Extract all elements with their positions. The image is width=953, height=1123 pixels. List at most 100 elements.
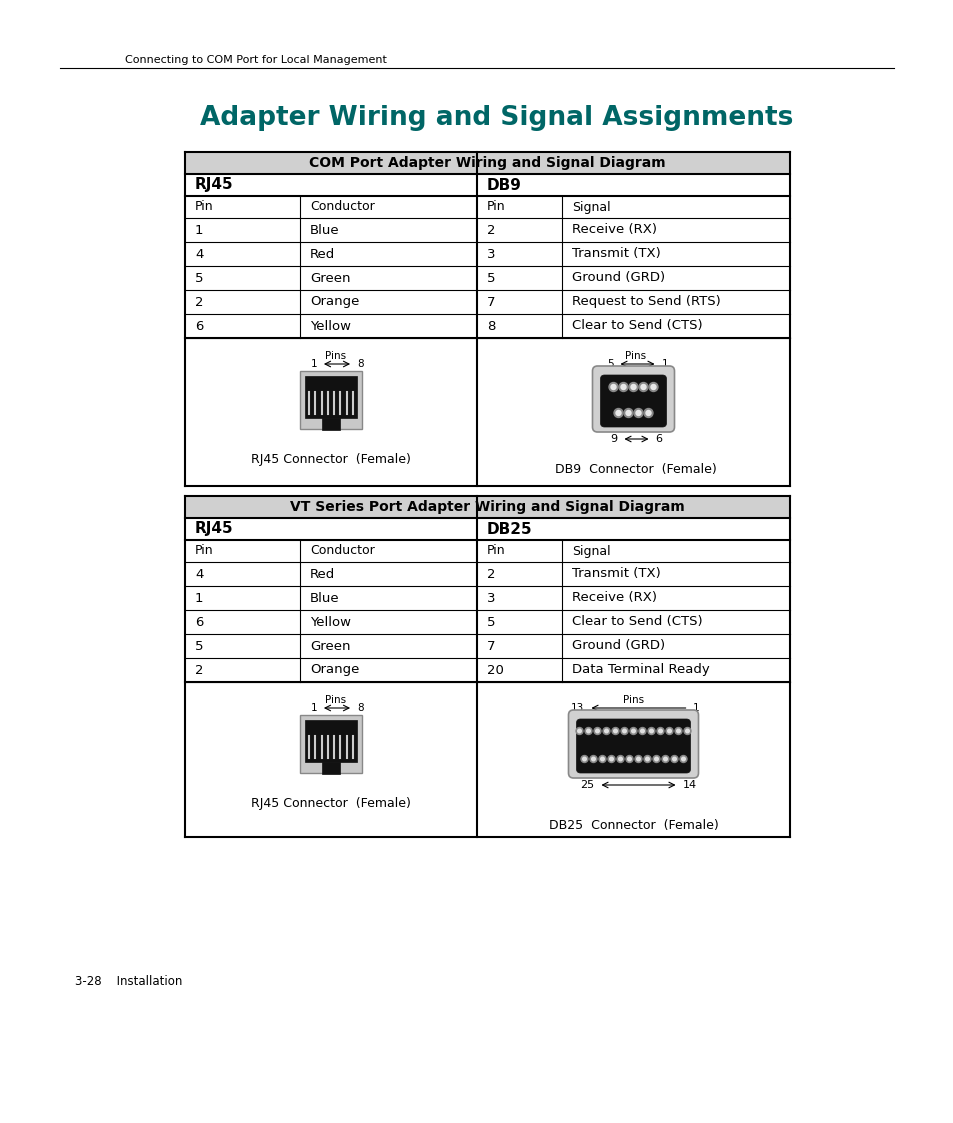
Text: Pin: Pin: [194, 201, 213, 213]
Circle shape: [645, 411, 650, 416]
Circle shape: [685, 729, 689, 733]
Text: VT Series Port Adapter Wiring and Signal Diagram: VT Series Port Adapter Wiring and Signal…: [290, 500, 684, 514]
Text: 6: 6: [655, 433, 661, 444]
Circle shape: [610, 384, 616, 390]
Text: 2: 2: [486, 223, 495, 237]
Circle shape: [627, 757, 631, 760]
Text: 8: 8: [486, 320, 495, 332]
Bar: [322, 418, 339, 430]
Circle shape: [580, 756, 587, 763]
Circle shape: [595, 729, 598, 733]
Circle shape: [681, 757, 684, 760]
Text: 4: 4: [194, 247, 203, 261]
Text: Green: Green: [310, 272, 350, 284]
Circle shape: [622, 729, 625, 733]
Text: Clear to Send (CTS): Clear to Send (CTS): [572, 615, 702, 629]
Circle shape: [578, 729, 580, 733]
FancyBboxPatch shape: [568, 710, 698, 778]
Text: RJ45 Connector  (Female): RJ45 Connector (Female): [251, 797, 411, 810]
Bar: [322, 763, 339, 774]
Circle shape: [629, 728, 637, 734]
Circle shape: [616, 411, 620, 416]
Text: 4: 4: [194, 567, 203, 581]
Text: 13: 13: [571, 703, 584, 713]
Text: Request to Send (RTS): Request to Send (RTS): [572, 295, 720, 309]
Circle shape: [670, 756, 678, 763]
Circle shape: [576, 728, 582, 734]
Text: DB25  Connector  (Female): DB25 Connector (Female): [548, 819, 718, 832]
Text: 5: 5: [486, 615, 495, 629]
Circle shape: [667, 729, 671, 733]
Text: Red: Red: [310, 247, 335, 261]
Text: 7: 7: [486, 295, 495, 309]
Circle shape: [640, 729, 643, 733]
Text: Conductor: Conductor: [310, 201, 375, 213]
Text: 20: 20: [486, 664, 503, 676]
Text: RJ45 Connector  (Female): RJ45 Connector (Female): [251, 453, 411, 466]
Circle shape: [625, 411, 630, 416]
Text: DB9  Connector  (Female): DB9 Connector (Female): [554, 463, 716, 476]
Circle shape: [628, 383, 638, 392]
Circle shape: [663, 757, 666, 760]
Text: Yellow: Yellow: [310, 615, 351, 629]
Text: Green: Green: [310, 639, 350, 652]
Text: 1: 1: [692, 703, 699, 713]
FancyBboxPatch shape: [592, 366, 674, 432]
Text: Pins: Pins: [325, 695, 346, 705]
Circle shape: [643, 409, 652, 418]
Circle shape: [650, 384, 656, 390]
Circle shape: [631, 729, 635, 733]
Circle shape: [623, 409, 633, 418]
Bar: [305, 376, 356, 418]
Text: 2: 2: [194, 295, 203, 309]
Text: RJ45: RJ45: [194, 521, 233, 537]
Circle shape: [652, 756, 659, 763]
Circle shape: [672, 757, 676, 760]
Text: 9: 9: [610, 433, 617, 444]
Text: 5: 5: [606, 359, 613, 369]
Text: Receive (RX): Receive (RX): [572, 592, 657, 604]
Text: Orange: Orange: [310, 664, 359, 676]
Bar: [305, 720, 356, 763]
Circle shape: [589, 756, 597, 763]
Text: 1: 1: [194, 592, 203, 604]
Bar: [185, 496, 789, 518]
Text: Ground (GRD): Ground (GRD): [572, 272, 664, 284]
Circle shape: [648, 383, 658, 392]
Circle shape: [649, 729, 653, 733]
Circle shape: [643, 756, 650, 763]
Circle shape: [584, 728, 592, 734]
Text: 14: 14: [681, 780, 696, 789]
Circle shape: [654, 757, 658, 760]
Text: Pin: Pin: [486, 545, 505, 557]
Text: 3: 3: [486, 592, 495, 604]
Circle shape: [625, 756, 633, 763]
Text: Pin: Pin: [486, 201, 505, 213]
Text: Transmit (TX): Transmit (TX): [572, 247, 660, 261]
Text: COM Port Adapter Wiring and Signal Diagram: COM Port Adapter Wiring and Signal Diagr…: [309, 156, 665, 170]
Circle shape: [661, 756, 668, 763]
Circle shape: [620, 728, 627, 734]
Text: 5: 5: [194, 639, 203, 652]
Text: 3-28    Installation: 3-28 Installation: [75, 975, 182, 988]
Circle shape: [639, 728, 645, 734]
Circle shape: [645, 757, 649, 760]
Circle shape: [612, 728, 618, 734]
Text: Pins: Pins: [622, 695, 643, 705]
Circle shape: [657, 728, 663, 734]
Text: 6: 6: [194, 320, 203, 332]
FancyBboxPatch shape: [576, 719, 690, 773]
Text: Adapter Wiring and Signal Assignments: Adapter Wiring and Signal Assignments: [200, 104, 793, 131]
Circle shape: [598, 756, 605, 763]
Bar: [299, 715, 361, 773]
Circle shape: [582, 757, 586, 760]
Text: Receive (RX): Receive (RX): [572, 223, 657, 237]
Circle shape: [630, 384, 636, 390]
Circle shape: [618, 383, 627, 392]
Text: Yellow: Yellow: [310, 320, 351, 332]
Circle shape: [665, 728, 672, 734]
Text: 1: 1: [310, 359, 316, 369]
Circle shape: [604, 729, 608, 733]
Circle shape: [676, 729, 679, 733]
Circle shape: [594, 728, 600, 734]
